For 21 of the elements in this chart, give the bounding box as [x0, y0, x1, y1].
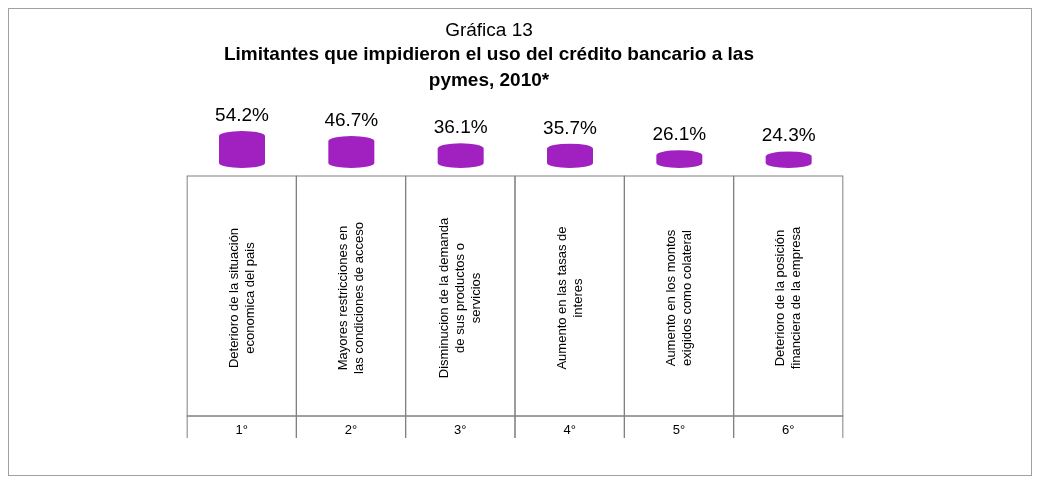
x-tick-label: Deterioro de la situación economica del pais: [225, 227, 257, 369]
chart-title: Limitantes que impidieron el uso del crédito bancario a las pymes, 2010*: [223, 42, 755, 92]
data-label: 35.7%: [543, 116, 598, 138]
x-tick-label: Aumento en las tasas de interes: [553, 226, 585, 370]
text: 2°: [344, 422, 358, 437]
text: 4°: [563, 422, 576, 437]
data-label: 36.1%: [433, 116, 488, 138]
data-label: 26.1%: [652, 123, 707, 145]
data-label: 54.2%: [215, 104, 270, 125]
chart-subtitle: Gráfica 13: [444, 19, 534, 41]
data-label: 46.7%: [324, 109, 379, 131]
x-tick-label: Deterioro de la posición financiera de la empresa: [772, 226, 804, 370]
bar: [219, 131, 265, 168]
text: 1°: [235, 422, 248, 437]
text: 6°: [782, 422, 795, 437]
x-tick-label: Disminucion de la demanda de sus productos o servicios: [436, 217, 484, 379]
text: 3°: [454, 422, 467, 437]
x-tick-label: Aumento en los montos exigidos como colateral: [663, 229, 694, 367]
text: 5°: [672, 422, 686, 437]
x-tick-label: Mayores restricciones en las condiciones de acceso: [335, 222, 366, 374]
data-label: 24.3%: [761, 124, 816, 146]
